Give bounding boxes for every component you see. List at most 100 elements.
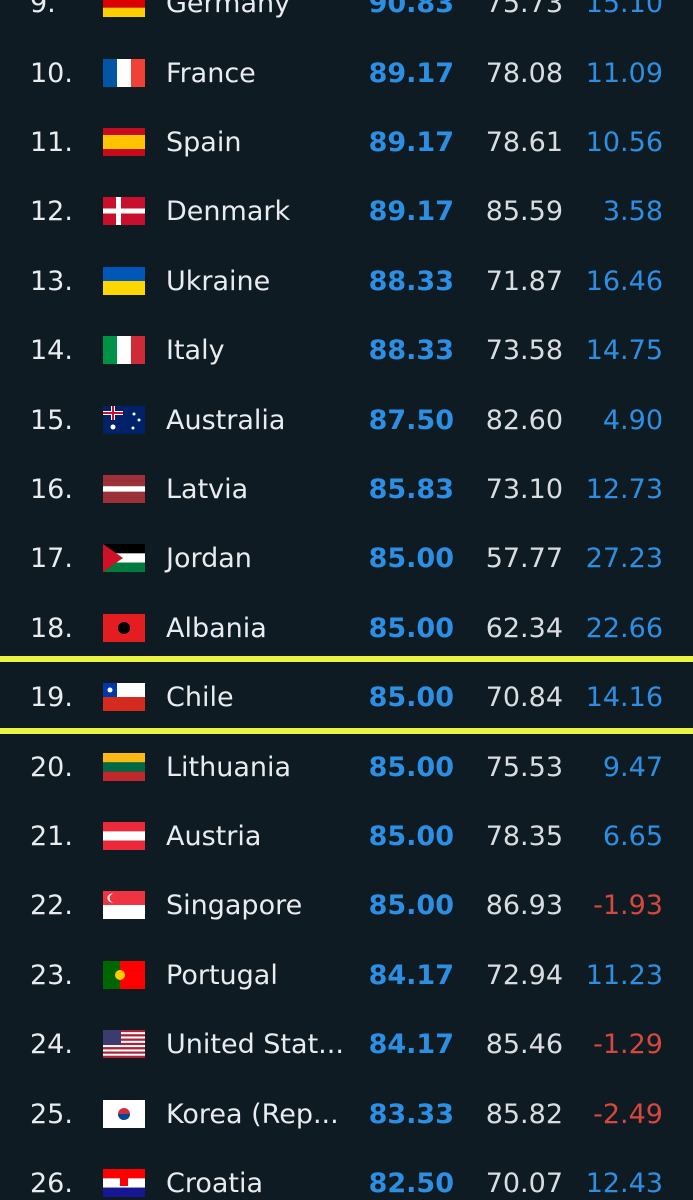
score-cell: 87.50 <box>368 404 454 436</box>
score-cell: 89.17 <box>368 126 454 158</box>
diff-cell: 16.46 <box>585 265 663 297</box>
country-cell: Croatia <box>166 1167 264 1199</box>
country-cell: Portugal <box>166 959 278 991</box>
table-row: 17. Jordan 85.00 57.77 27.23 <box>0 524 693 593</box>
table-row: 19. Chile 85.00 70.84 14.16 <box>0 663 693 732</box>
diff-cell: 6.65 <box>602 820 663 852</box>
flag-icon <box>103 752 145 781</box>
rank-cell: 26. <box>30 1167 73 1199</box>
rank-cell: 11. <box>30 126 73 158</box>
v2-cell: 86.93 <box>485 890 563 922</box>
v2-cell: 85.59 <box>485 196 563 228</box>
rank-cell: 9. <box>30 0 56 20</box>
flag-icon <box>103 1099 145 1128</box>
table-row: 18. Albania 85.00 62.34 22.66 <box>0 594 693 663</box>
v2-cell: 71.87 <box>485 265 563 297</box>
table-row: 11. Spain 89.17 78.61 10.56 <box>0 108 693 177</box>
rank-cell: 19. <box>30 682 73 714</box>
table-row: 25. Korea (Rep... 83.33 85.82 -2.49 <box>0 1080 693 1149</box>
score-cell: 85.00 <box>368 682 454 714</box>
flag-icon <box>103 197 145 226</box>
score-cell: 85.83 <box>368 473 454 505</box>
rank-cell: 25. <box>30 1098 73 1130</box>
v2-cell: 85.46 <box>485 1029 563 1061</box>
diff-cell: 12.43 <box>585 1167 663 1199</box>
table-row: 20. Lithuania 85.00 75.53 9.47 <box>0 733 693 802</box>
diff-cell: 9.47 <box>602 751 663 783</box>
score-cell: 82.50 <box>368 1167 454 1199</box>
diff-cell: 11.09 <box>585 57 663 89</box>
highlight-line <box>0 728 693 734</box>
country-cell: Lithuania <box>166 751 292 783</box>
v2-cell: 82.60 <box>485 404 563 436</box>
flag-icon <box>103 266 145 295</box>
country-cell: United Stat... <box>166 1029 344 1061</box>
rank-cell: 23. <box>30 959 73 991</box>
score-cell: 84.17 <box>368 959 454 991</box>
score-cell: 85.00 <box>368 751 454 783</box>
table-row: 16. Latvia 85.83 73.10 12.73 <box>0 455 693 524</box>
v2-cell: 73.58 <box>485 335 563 367</box>
country-cell: France <box>166 57 256 89</box>
rank-cell: 21. <box>30 820 73 852</box>
flag-icon <box>103 0 145 18</box>
v2-cell: 75.53 <box>485 751 563 783</box>
diff-cell: 12.73 <box>585 473 663 505</box>
diff-cell: 15.10 <box>585 0 663 20</box>
rank-cell: 16. <box>30 473 73 505</box>
flag-icon <box>103 821 145 850</box>
diff-cell: -1.29 <box>593 1029 663 1061</box>
country-cell: Jordan <box>166 543 252 575</box>
highlight-line <box>0 656 693 662</box>
diff-cell: 11.23 <box>585 959 663 991</box>
flag-icon <box>103 891 145 920</box>
flag-icon <box>103 336 145 365</box>
flag-icon <box>103 58 145 87</box>
v2-cell: 73.10 <box>485 473 563 505</box>
diff-cell: -1.93 <box>593 890 663 922</box>
v2-cell: 75.73 <box>485 0 563 20</box>
rank-cell: 17. <box>30 543 73 575</box>
rank-cell: 12. <box>30 196 73 228</box>
rank-cell: 10. <box>30 57 73 89</box>
diff-cell: 22.66 <box>585 612 663 644</box>
table-row: 15. Australia 87.50 82.60 4.90 <box>0 386 693 455</box>
flag-icon <box>103 1168 145 1197</box>
score-cell: 89.17 <box>368 57 454 89</box>
score-cell: 88.33 <box>368 265 454 297</box>
score-cell: 84.17 <box>368 1029 454 1061</box>
score-cell: 85.00 <box>368 820 454 852</box>
v2-cell: 70.84 <box>485 682 563 714</box>
flag-icon <box>103 683 145 712</box>
v2-cell: 72.94 <box>485 959 563 991</box>
table-row: 24. United Stat... 84.17 85.46 -1.29 <box>0 1010 693 1079</box>
rank-cell: 20. <box>30 751 73 783</box>
table-row: 26. Croatia 82.50 70.07 12.43 <box>0 1149 693 1200</box>
score-cell: 85.00 <box>368 890 454 922</box>
score-cell: 83.33 <box>368 1098 454 1130</box>
country-cell: Germany <box>166 0 291 20</box>
table-row: 23. Portugal 84.17 72.94 11.23 <box>0 941 693 1010</box>
diff-cell: 14.75 <box>585 335 663 367</box>
diff-cell: 3.58 <box>602 196 663 228</box>
table-row: 22. Singapore 85.00 86.93 -1.93 <box>0 871 693 940</box>
rank-cell: 14. <box>30 335 73 367</box>
flag-icon <box>103 960 145 989</box>
rank-cell: 15. <box>30 404 73 436</box>
v2-cell: 78.35 <box>485 820 563 852</box>
score-cell: 89.17 <box>368 196 454 228</box>
diff-cell: 27.23 <box>585 543 663 575</box>
country-cell: Ukraine <box>166 265 271 297</box>
country-cell: Korea (Rep... <box>166 1098 339 1130</box>
score-cell: 88.33 <box>368 335 454 367</box>
flag-icon <box>103 544 145 573</box>
table-row: 14. Italy 88.33 73.58 14.75 <box>0 316 693 385</box>
diff-cell: 14.16 <box>585 682 663 714</box>
rank-cell: 18. <box>30 612 73 644</box>
table-row: 12. Denmark 89.17 85.59 3.58 <box>0 177 693 246</box>
table-row: 10. France 89.17 78.08 11.09 <box>0 39 693 108</box>
score-cell: 85.00 <box>368 543 454 575</box>
v2-cell: 62.34 <box>485 612 563 644</box>
v2-cell: 78.61 <box>485 126 563 158</box>
